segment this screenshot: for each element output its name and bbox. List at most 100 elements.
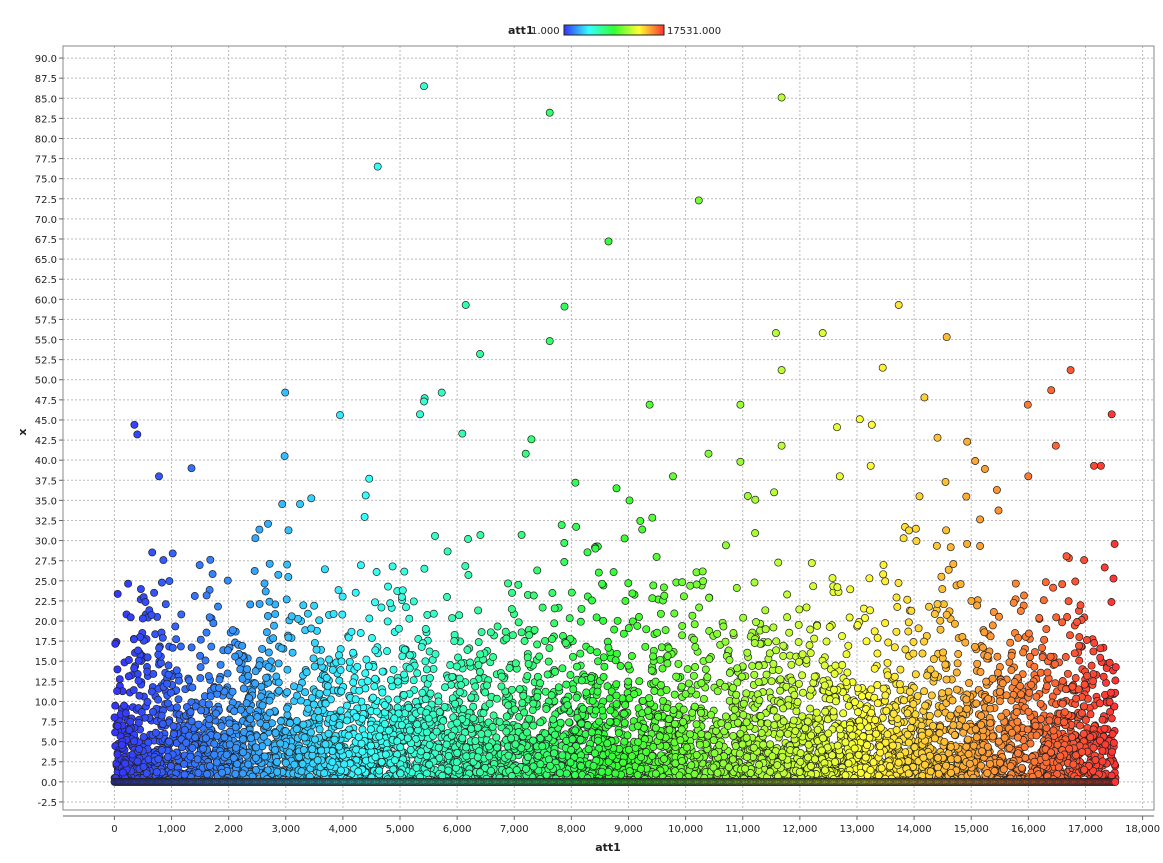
data-point [1098,715,1107,724]
data-point [591,544,600,553]
data-point [906,724,915,732]
data-point [384,582,392,591]
data-point [1063,613,1072,621]
data-point [743,753,752,762]
data-point [807,731,816,740]
data-point [349,678,358,687]
data-point [367,634,376,642]
data-point [996,758,1004,767]
y-tick-label: 12.5 [35,677,57,688]
data-point [420,564,429,573]
data-point [397,593,406,601]
data-point [292,725,301,734]
data-point [149,707,157,716]
data-point [1017,763,1026,772]
data-point [1050,660,1059,669]
data-point [678,622,687,630]
data-point [1076,721,1084,730]
data-point [695,603,704,612]
data-point [173,703,181,712]
data-point [154,650,163,659]
x-tick-label: 8,000 [557,824,586,835]
data-point [686,581,695,590]
data-point [558,664,567,673]
data-point [394,624,403,633]
data-point [1090,639,1099,647]
y-tick-label: 47.5 [35,396,57,407]
data-point [529,699,538,708]
data-point [452,662,461,671]
data-point [1026,739,1035,748]
data-point [1042,625,1051,634]
data-point [735,749,744,758]
data-point [207,642,216,651]
data-point [448,614,457,623]
data-point [986,632,995,641]
data-point [933,600,942,609]
data-point [455,611,464,620]
data-point [612,680,621,689]
data-point [402,603,410,612]
data-point [204,672,213,681]
data-point [273,758,281,766]
y-tick-label: 10.0 [35,697,57,708]
data-point [138,614,147,623]
data-point [405,614,414,623]
data-point [908,716,917,725]
x-tick-label: 4,000 [329,824,358,835]
data-point [748,661,757,670]
data-point [265,597,274,606]
data-point [785,628,794,637]
y-tick-label: 32.5 [35,516,57,527]
y-tick-label: 20.0 [35,617,57,628]
data-point [671,759,680,768]
data-point [124,656,133,664]
data-point [950,619,959,628]
data-point [659,583,668,592]
data-point [779,641,788,650]
data-point [854,751,863,759]
data-point [938,585,947,594]
data-point [548,589,557,597]
data-point [485,752,494,761]
data-point [541,687,550,696]
data-point [686,730,694,739]
data-point [912,537,921,546]
data-point [973,659,982,668]
data-point [962,492,971,501]
data-point [756,712,765,721]
data-point [413,669,422,678]
y-tick-label: 22.5 [35,597,57,608]
data-point [901,645,910,654]
x-tick-label: 15,000 [954,824,989,835]
data-point [690,620,699,629]
data-point [1080,680,1089,689]
data-point [751,529,760,538]
data-point [751,495,760,504]
data-point [1043,668,1052,677]
data-point [599,616,608,625]
data-point [881,691,890,700]
data-point [828,574,837,583]
data-point [659,696,667,705]
data-point [251,534,260,543]
data-point [739,710,748,719]
data-point [1075,656,1084,665]
data-point [930,610,939,618]
data-point [1006,638,1015,647]
data-point [806,649,815,658]
data-point [972,699,981,708]
data-point [1045,716,1054,725]
data-point [548,635,556,644]
data-point [1100,724,1109,733]
data-point [355,686,364,695]
data-point [533,640,542,649]
data-point [283,665,292,674]
y-tick-label: 65.0 [35,255,57,266]
data-point [624,624,633,633]
y-tick-label: 75.0 [35,175,57,186]
data-point [129,686,138,695]
data-point [111,639,120,648]
data-point [764,638,773,647]
data-point [927,691,936,700]
